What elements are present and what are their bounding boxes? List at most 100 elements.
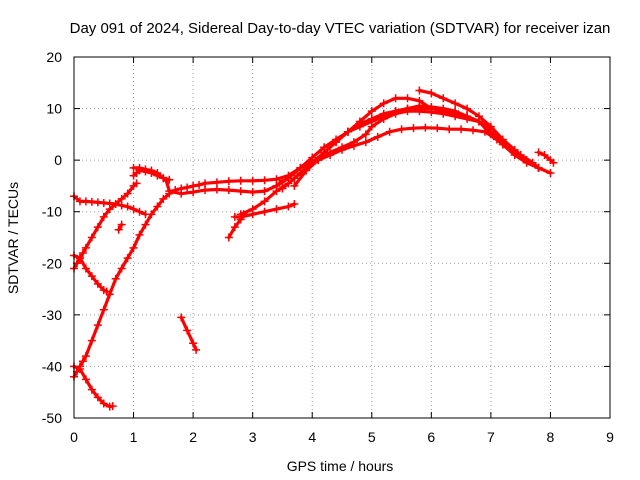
data-point-marker [427, 104, 436, 113]
x-tick-label: 7 [487, 429, 495, 445]
data-point-marker [540, 150, 549, 159]
data-point-marker [415, 86, 424, 95]
data-point-marker [379, 99, 388, 108]
data-point-marker [290, 199, 299, 208]
data-point-marker [75, 362, 84, 371]
data-point-marker [105, 290, 114, 299]
x-tick-labels: 0 1 2 3 4 5 6 7 8 9 [70, 429, 614, 445]
data-point-marker [421, 123, 430, 132]
grid-lines [74, 57, 610, 418]
data-point-marker [117, 264, 126, 273]
data-point-marker [123, 254, 132, 263]
data-point-marker [183, 183, 192, 192]
series-trace [322, 96, 433, 154]
data-point-marker [332, 138, 341, 147]
data-point-marker [403, 94, 412, 103]
x-tick-label: 1 [130, 429, 138, 445]
data-point-marker [132, 179, 141, 188]
data-point-marker [189, 339, 198, 348]
data-point-marker [260, 176, 269, 185]
data-point-marker [111, 274, 120, 283]
data-point-marker [93, 321, 102, 330]
data-point-marker [260, 207, 269, 216]
series-pass-4 [70, 251, 111, 296]
data-point-marker [117, 220, 126, 229]
data-point-marker [522, 156, 531, 165]
data-point-marker [415, 96, 424, 105]
data-point-marker [373, 132, 382, 141]
data-point-marker [236, 210, 245, 219]
data-point-marker [469, 126, 478, 135]
series-pass-12 [236, 104, 555, 219]
series-pass-15 [290, 107, 495, 190]
series-pass-8 [114, 220, 126, 234]
data-point-marker [361, 138, 370, 147]
x-tick-label: 0 [70, 429, 78, 445]
data-point-marker [338, 143, 346, 152]
data-point-marker [451, 112, 460, 121]
data-point-marker [248, 188, 257, 197]
data-point-marker [349, 138, 358, 147]
data-point-marker [302, 166, 311, 175]
data-point-marker [81, 264, 90, 273]
data-point-marker [236, 176, 245, 185]
data-point-marker [272, 175, 281, 184]
data-point-marker [379, 114, 388, 123]
series-pass-7 [129, 166, 174, 184]
data-point-marker [320, 148, 329, 157]
series-trace [72, 158, 314, 379]
data-point-marker [236, 187, 245, 196]
data-point-marker [224, 177, 233, 186]
data-point-marker [192, 345, 201, 354]
data-point-marker [290, 181, 299, 190]
data-point-marker [108, 402, 117, 411]
data-point-marker [463, 104, 472, 113]
data-point-marker [463, 114, 472, 123]
chart-title: Day 091 of 2024, Sidereal Day-to-day VTE… [70, 20, 611, 37]
x-tick-label: 3 [249, 429, 257, 445]
series-pass-18 [534, 148, 558, 167]
data-point-marker [290, 174, 299, 183]
x-tick-label: 8 [547, 429, 555, 445]
data-point-marker [129, 243, 138, 252]
data-point-marker [159, 194, 168, 203]
data-point-marker [147, 210, 156, 219]
data-point-marker [87, 272, 96, 281]
x-tick-label: 2 [189, 429, 197, 445]
data-point-marker [272, 181, 281, 190]
series-pass-17 [415, 86, 543, 172]
data-point-marker [397, 125, 406, 134]
data-point-marker [111, 199, 120, 208]
series-pass-16 [320, 94, 436, 157]
data-point-marker [385, 127, 394, 136]
data-point-marker [343, 127, 352, 136]
data-point-marker [105, 205, 114, 214]
data-point-marker [114, 225, 123, 234]
series-trace [536, 150, 555, 165]
data-point-marker [361, 130, 370, 139]
data-point-marker [195, 180, 204, 189]
y-tick-label: 10 [46, 101, 62, 117]
y-tick-label: -30 [42, 307, 62, 323]
data-point-marker [403, 107, 412, 116]
data-point-marker [201, 186, 210, 195]
data-point-marker [183, 326, 192, 335]
data-point-marker [367, 122, 376, 131]
data-point-marker [409, 124, 418, 133]
data-point-marker [212, 178, 221, 187]
data-point-marker [177, 313, 186, 322]
data-point-marker [123, 189, 132, 198]
data-point-marker [486, 122, 495, 131]
data-point-marker [135, 207, 144, 216]
data-point-marker [260, 187, 269, 196]
data-point-marker [87, 385, 96, 394]
data-point-marker [284, 202, 293, 211]
data-point-marker [391, 109, 400, 118]
data-traces [70, 86, 558, 411]
series-pass-9 [177, 313, 201, 354]
data-point-marker [117, 201, 126, 210]
data-point-marker [135, 230, 144, 239]
data-point-marker [248, 205, 257, 214]
y-axis-label: SDTVAR / TECUs [5, 182, 21, 294]
data-point-marker [159, 174, 168, 183]
